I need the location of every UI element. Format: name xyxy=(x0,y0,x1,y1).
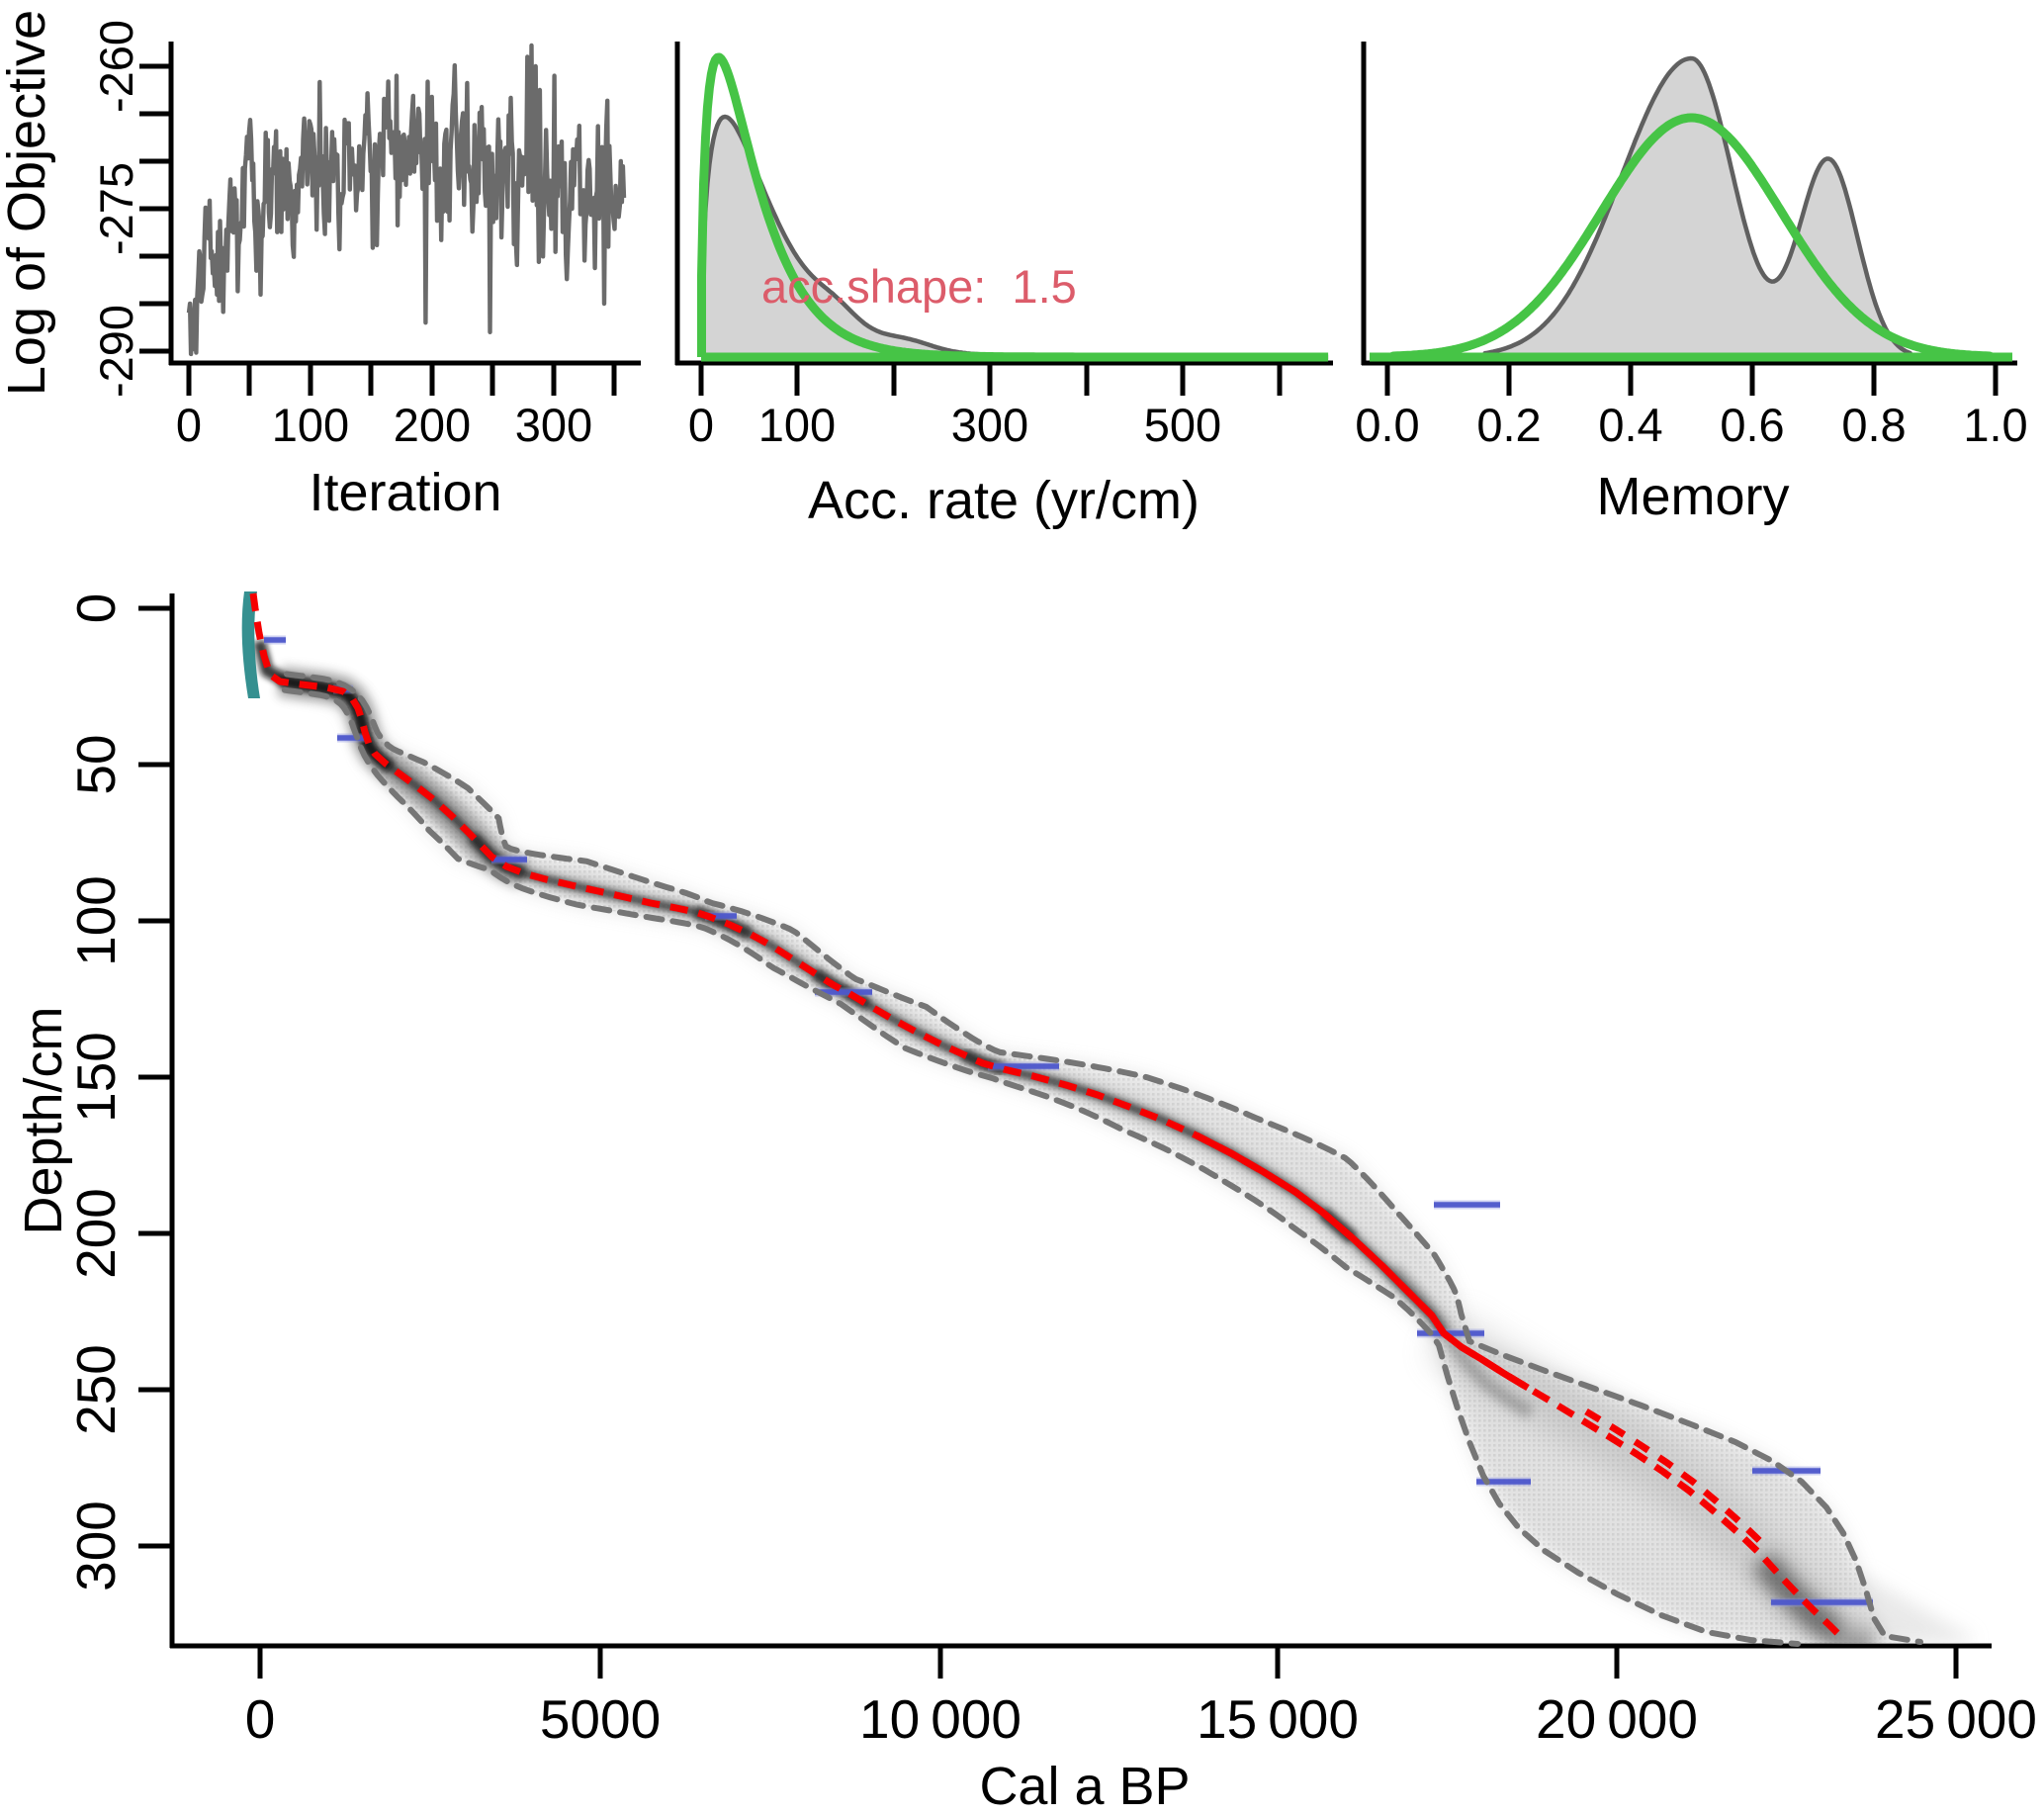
svg-text:acc.shape: 1.5: acc.shape: 1.5 xyxy=(761,260,1077,313)
svg-text:5000: 5000 xyxy=(540,1688,661,1750)
svg-text:-275: -275 xyxy=(90,162,142,255)
svg-text:300: 300 xyxy=(515,399,592,451)
svg-text:Log of Objective: Log of Objective xyxy=(0,10,56,396)
svg-text:500: 500 xyxy=(1144,399,1221,451)
svg-text:Depth/cm: Depth/cm xyxy=(14,1006,73,1234)
svg-text:-260: -260 xyxy=(90,20,142,113)
svg-text:0.2: 0.2 xyxy=(1476,399,1541,451)
svg-text:0.0: 0.0 xyxy=(1355,399,1419,451)
svg-text:Acc. rate (yr/cm): Acc. rate (yr/cm) xyxy=(808,471,1200,530)
svg-text:150: 150 xyxy=(65,1032,127,1123)
svg-text:300: 300 xyxy=(951,399,1028,451)
svg-text:250: 250 xyxy=(65,1344,127,1435)
svg-text:200: 200 xyxy=(65,1188,127,1279)
svg-text:0: 0 xyxy=(245,1688,276,1750)
svg-text:50: 50 xyxy=(65,734,127,794)
svg-text:-290: -290 xyxy=(90,305,142,398)
svg-text:Memory: Memory xyxy=(1596,467,1789,526)
svg-text:0: 0 xyxy=(65,593,127,624)
svg-text:0.6: 0.6 xyxy=(1720,399,1784,451)
svg-text:0.8: 0.8 xyxy=(1841,399,1906,451)
svg-text:1.0: 1.0 xyxy=(1963,399,2027,451)
svg-text:200: 200 xyxy=(394,399,471,451)
svg-text:0: 0 xyxy=(688,399,714,451)
svg-text:300: 300 xyxy=(65,1500,127,1591)
svg-text:0.4: 0.4 xyxy=(1598,399,1662,451)
svg-text:20 000: 20 000 xyxy=(1536,1688,1698,1750)
svg-text:100: 100 xyxy=(272,399,349,451)
svg-text:Cal a BP: Cal a BP xyxy=(979,1757,1190,1816)
svg-text:Iteration: Iteration xyxy=(309,463,501,522)
svg-text:10 000: 10 000 xyxy=(859,1688,1022,1750)
svg-text:25 000: 25 000 xyxy=(1875,1688,2037,1750)
svg-text:100: 100 xyxy=(758,399,836,451)
svg-text:100: 100 xyxy=(65,875,127,966)
svg-text:0: 0 xyxy=(176,399,202,451)
svg-text:15 000: 15 000 xyxy=(1197,1688,1359,1750)
